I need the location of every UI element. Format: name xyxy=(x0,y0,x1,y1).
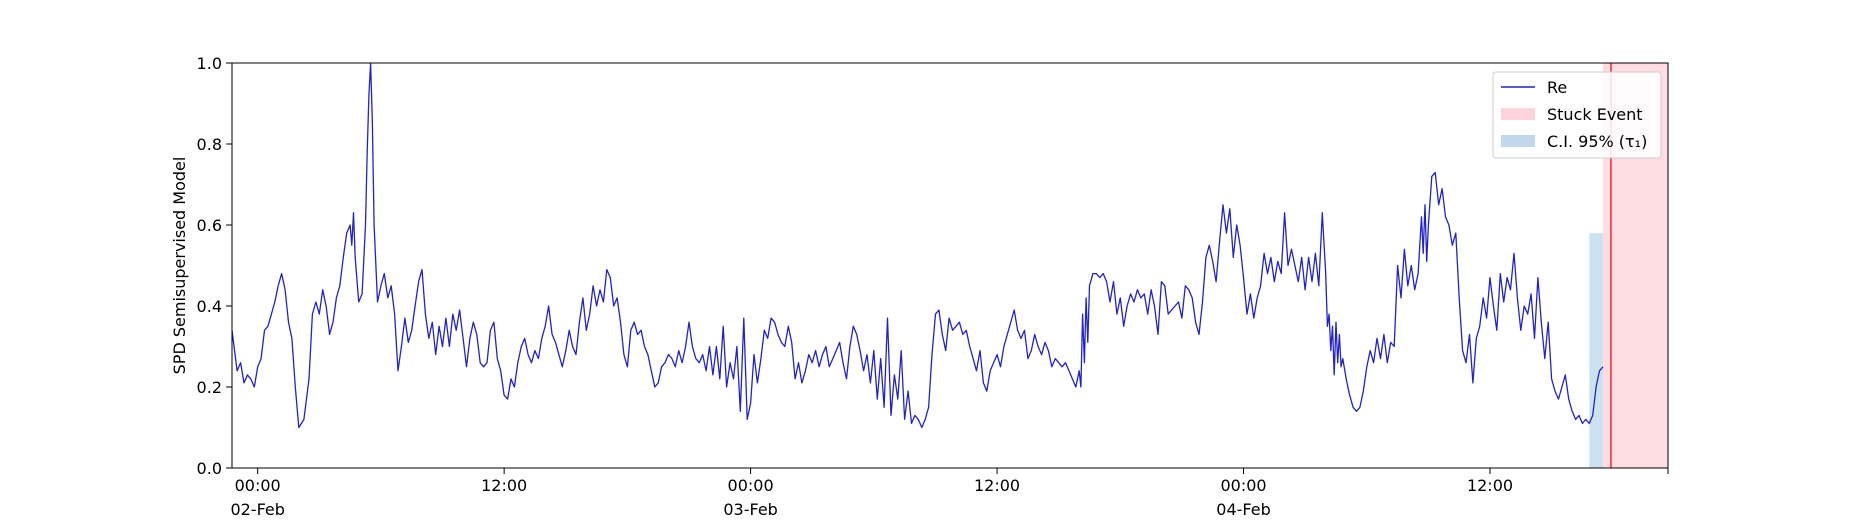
series-line-0 xyxy=(231,62,1604,429)
y-tick-label: 0.0 xyxy=(197,459,222,478)
y-tick-label: 0.8 xyxy=(197,135,222,154)
legend-swatch-patch xyxy=(1501,108,1535,120)
y-axis-label: SPD Semisupervised Model xyxy=(170,157,189,375)
y-tick-label: 1.0 xyxy=(197,54,222,73)
legend-label: Stuck Event xyxy=(1547,105,1643,124)
x-tick-label: 12:00 xyxy=(974,476,1020,495)
x-tick-label: 02-Feb xyxy=(230,500,284,519)
y-axis: 0.0 0.2 0.4 0.6 0.8 1.0 xyxy=(197,54,232,478)
legend-label: Re xyxy=(1547,78,1567,97)
x-tick-label: 03-Feb xyxy=(723,500,777,519)
x-tick-label: 12:00 xyxy=(481,476,527,495)
legend: Re Stuck Event C.I. 95% (τ₁) xyxy=(1492,71,1662,159)
y-tick-label: 0.2 xyxy=(197,378,222,397)
y-tick-label: 0.6 xyxy=(197,216,222,235)
x-axis: 00:0002-Feb190012:0000:0003-Feb12:0000:0… xyxy=(230,468,1669,529)
x-tick-label: 00:00 xyxy=(235,476,281,495)
series-layer xyxy=(231,62,1604,429)
band-1 xyxy=(1589,233,1603,468)
legend-swatch-patch xyxy=(1501,135,1535,147)
legend-label: C.I. 95% (τ₁) xyxy=(1547,132,1647,151)
plot-frame xyxy=(231,62,1669,469)
y-tick-label: 0.4 xyxy=(197,297,222,316)
x-tick-label: 04-Feb xyxy=(1216,500,1270,519)
x-tick-label: 00:00 xyxy=(728,476,774,495)
x-tick-label: 00:00 xyxy=(1220,476,1266,495)
x-tick-label: 12:00 xyxy=(1467,476,1513,495)
